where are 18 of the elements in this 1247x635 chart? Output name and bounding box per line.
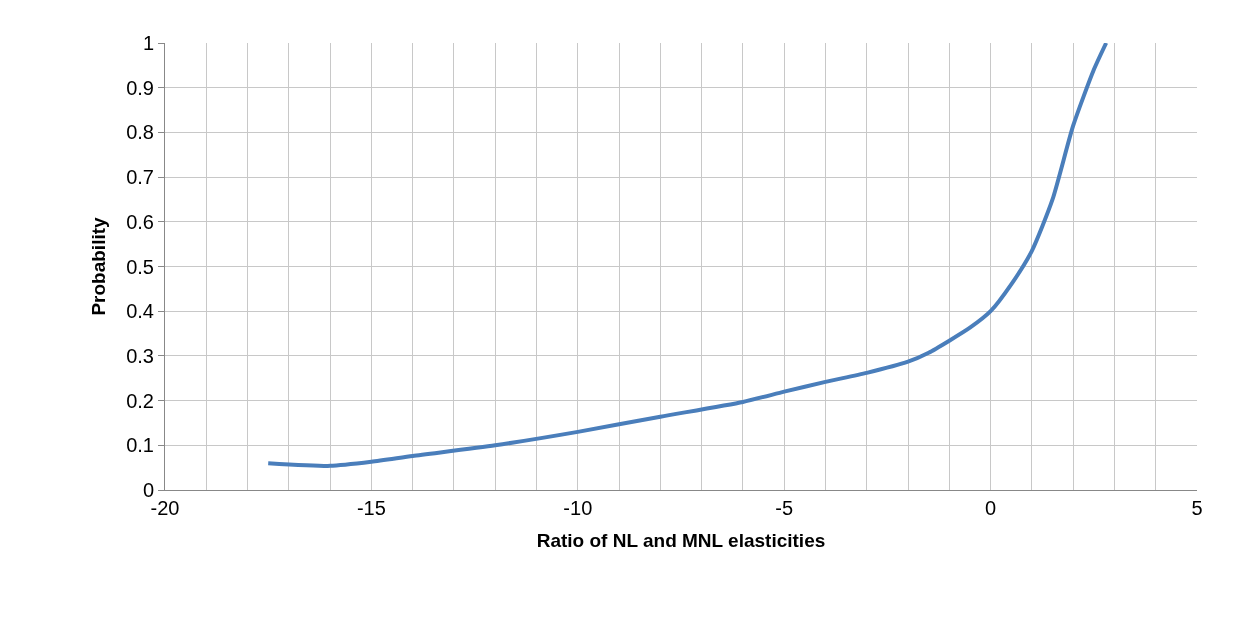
y-tick-label: 0.9	[126, 76, 154, 99]
y-tick-label: 0.6	[126, 210, 154, 233]
x-tick-label: -15	[356, 497, 386, 519]
x-tick-label: 0	[985, 497, 997, 519]
line-series	[266, 43, 1109, 468]
y-tick-label: 0.3	[126, 344, 154, 367]
y-tick-label: 0.1	[126, 434, 154, 457]
y-tick-label: 0.4	[126, 300, 154, 323]
y-tick-label: 0.7	[126, 166, 154, 189]
x-axis-title: Ratio of NL and MNL elasticities	[536, 529, 826, 551]
y-tick-label: 0.2	[126, 389, 154, 412]
x-tick-label: -10	[563, 497, 593, 519]
y-tick-label: 0.5	[126, 255, 154, 278]
y-axis-title: Probability	[88, 216, 110, 316]
y-tick-label: 0.8	[126, 121, 154, 144]
x-tick-label: -5	[775, 497, 794, 519]
x-tick-label: 5	[1191, 497, 1203, 519]
y-tick-label: 1	[142, 32, 154, 54]
